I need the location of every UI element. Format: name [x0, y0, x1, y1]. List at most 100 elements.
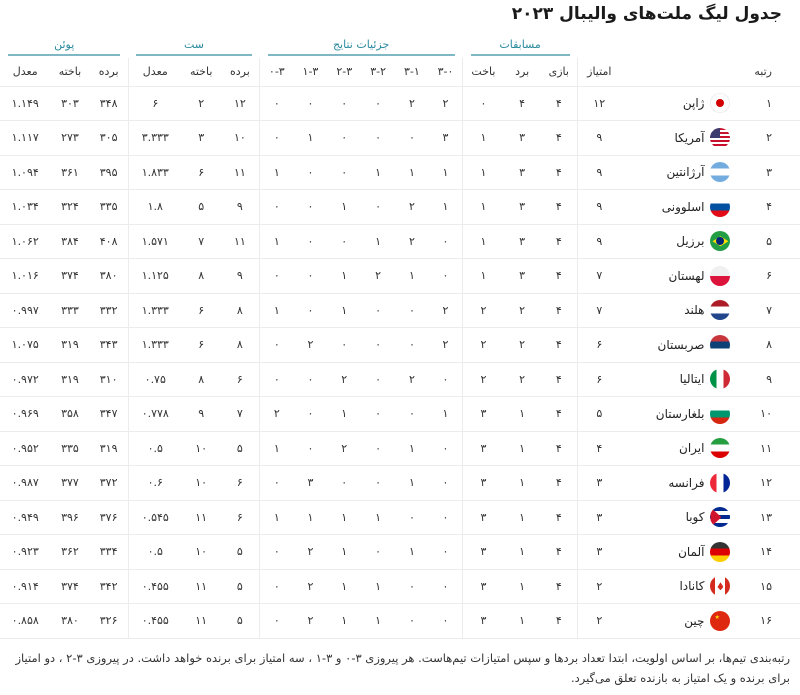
- pw-cell: ۳۴۳: [89, 327, 129, 363]
- table-row: ۸ صربستان ۶ ۴ ۲ ۲ ۲ ۰ ۰ ۰ ۲ ۰ ۸ ۶ ۱.۳۳۳ ۳۴۳ ۳۱۹ ۱.۰۷۵: [0, 327, 800, 363]
- played-cell: ۴: [540, 155, 578, 190]
- played-cell: ۴: [540, 189, 578, 225]
- sl-cell: ۶: [181, 327, 221, 363]
- sr-cell: ۱.۵۷۱: [127, 224, 182, 259]
- won-cell: ۱: [503, 465, 541, 501]
- lost-cell: ۱: [462, 224, 504, 259]
- sr-cell: ۰.۷۵: [127, 362, 182, 397]
- r31-cell: ۲: [395, 224, 429, 259]
- header-r30: ۳-۰: [428, 58, 463, 87]
- sr-cell: ۰.۵: [127, 534, 182, 570]
- r30-cell: ۲: [428, 327, 463, 363]
- score-cell: ۴: [576, 431, 621, 466]
- header-r32: ۳-۲: [361, 58, 395, 87]
- won-cell: ۱: [503, 396, 541, 432]
- sw-cell: ۹: [220, 189, 260, 225]
- pl-cell: ۳۸۴: [50, 224, 90, 259]
- sw-cell: ۵: [220, 603, 260, 639]
- table-row: ۱۲ فرانسه ۳ ۴ ۱ ۳ ۰ ۱ ۰ ۰ ۳ ۰ ۶ ۱۰ ۰.۶ ۳۷۲ ۳۷۷ ۰.۹۸۷: [0, 465, 800, 501]
- r13-cell: ۰: [293, 396, 328, 432]
- r03-cell: ۰: [259, 258, 294, 294]
- pl-cell: ۳۹۶: [50, 500, 90, 535]
- team-name: اسلوونی: [661, 199, 705, 214]
- lost-cell: ۱: [462, 120, 504, 156]
- r30-cell: ۰: [428, 431, 463, 466]
- r32-cell: ۰: [361, 120, 395, 156]
- rank-cell: ۱۲: [738, 465, 800, 501]
- rank-cell: ۱۶: [738, 603, 800, 639]
- r03-cell: ۰: [259, 327, 294, 363]
- lost-cell: ۲: [462, 362, 504, 397]
- argentina-flag-icon: [710, 162, 731, 183]
- rank-cell: ۱۰: [738, 396, 800, 432]
- sr-cell: ۱.۸: [127, 189, 182, 225]
- sl-cell: ۵: [181, 189, 221, 225]
- sw-cell: ۱۱: [220, 224, 260, 259]
- r13-cell: ۰: [293, 431, 328, 466]
- r30-cell: ۲: [428, 86, 463, 121]
- table-row: ۷ هلند ۷ ۴ ۲ ۲ ۲ ۰ ۰ ۱ ۰ ۱ ۸ ۶ ۱.۳۳۳ ۳۳۲ ۳۳۳ ۰.۹۹۷: [0, 293, 800, 328]
- r13-cell: ۰: [293, 189, 328, 225]
- brazil-flag-icon: [710, 231, 731, 252]
- footer-note: رتبه‌بندی تیم‌ها، بر اساس اولویت، ابتدا …: [15, 651, 790, 685]
- header-played: بازی: [540, 58, 578, 87]
- rank-cell: ۹: [738, 362, 800, 397]
- lost-cell: ۳: [462, 431, 504, 466]
- won-cell: ۳: [503, 155, 541, 190]
- team-cell: آمریکا: [620, 120, 739, 156]
- team-name: بلغارستان: [655, 406, 705, 421]
- pr-cell: ۰.۹۴۹: [0, 500, 51, 535]
- pr-cell: ۰.۹۸۷: [0, 465, 51, 501]
- r31-cell: ۰: [395, 569, 429, 604]
- sr-cell: ۰.۵۴۵: [127, 500, 182, 535]
- header-sets-won: برده: [220, 58, 260, 87]
- r32-cell: ۰: [361, 86, 395, 121]
- pl-cell: ۳۱۹: [50, 362, 90, 397]
- score-cell: ۶: [576, 327, 621, 363]
- sl-cell: ۷: [181, 224, 221, 259]
- pw-cell: ۳۴۸: [89, 86, 129, 121]
- table-row: ۱۶ ★ چین ۲ ۴ ۱ ۳ ۰ ۰ ۱ ۱ ۲ ۰ ۵ ۱۱ ۰.۴۵۵ ۳۲۶ ۳۸۰ ۰.۸۵۸: [0, 603, 800, 639]
- pw-cell: ۳۲۶: [89, 603, 129, 639]
- pr-cell: ۰.۹۶۹: [0, 396, 51, 432]
- team-cell: آرژانتین: [620, 155, 739, 190]
- won-cell: ۳: [503, 258, 541, 294]
- sw-cell: ۵: [220, 569, 260, 604]
- sl-cell: ۱۰: [181, 431, 221, 466]
- team-cell: آلمان: [620, 534, 739, 570]
- table-row: ۱۰ بلغارستان ۵ ۴ ۱ ۳ ۱ ۰ ۰ ۱ ۰ ۲ ۷ ۹ ۰.۷۷۸ ۳۴۷ ۳۵۸ ۰.۹۶۹: [0, 396, 800, 432]
- sw-cell: ۵: [220, 534, 260, 570]
- table-row: ۶ لهستان ۷ ۴ ۳ ۱ ۰ ۱ ۲ ۱ ۰ ۰ ۹ ۸ ۱.۱۲۵ ۳۸۰ ۳۷۴ ۱.۰۱۶: [0, 258, 800, 294]
- cuba-flag-icon: [710, 507, 731, 528]
- score-cell: ۶: [576, 362, 621, 397]
- r32-cell: ۰: [361, 327, 395, 363]
- standings-table: مسابقات جزئیات نتایج ست پوئن رتبه امتیاز…: [0, 36, 800, 639]
- pr-cell: ۱.۱۴۹: [0, 86, 51, 121]
- won-cell: ۳: [503, 120, 541, 156]
- r03-cell: ۰: [259, 362, 294, 397]
- rank-cell: ۳: [738, 155, 800, 190]
- score-cell: ۳: [576, 500, 621, 535]
- lost-cell: ۲: [462, 327, 504, 363]
- rank-cell: ۵: [738, 224, 800, 259]
- sw-cell: ۱۲: [220, 86, 260, 121]
- r23-cell: ۱: [327, 396, 362, 432]
- lost-cell: ۱: [462, 189, 504, 225]
- won-cell: ۴: [503, 86, 541, 121]
- lost-cell: ۳: [462, 500, 504, 535]
- r13-cell: ۳: [293, 465, 328, 501]
- sw-cell: ۵: [220, 431, 260, 466]
- group-matches: مسابقات: [470, 38, 570, 56]
- usa-flag-icon: [710, 127, 731, 148]
- header-won: برد: [503, 58, 541, 87]
- germany-flag-icon: [710, 541, 731, 562]
- pw-cell: ۳۳۲: [89, 293, 129, 328]
- sr-cell: ۱.۱۲۵: [127, 258, 182, 294]
- italy-flag-icon: [710, 369, 731, 390]
- sl-cell: ۶: [181, 293, 221, 328]
- r31-cell: ۱: [395, 534, 429, 570]
- page-title: جدول لیگ ملت‌های والیبال ۲۰۲۳: [511, 4, 782, 24]
- r13-cell: ۰: [293, 293, 328, 328]
- table-row: ۹ ایتالیا ۶ ۴ ۲ ۲ ۰ ۲ ۰ ۲ ۰ ۰ ۶ ۸ ۰.۷۵ ۳۱۰ ۳۱۹ ۰.۹۷۲: [0, 362, 800, 397]
- r32-cell: ۱: [361, 500, 395, 535]
